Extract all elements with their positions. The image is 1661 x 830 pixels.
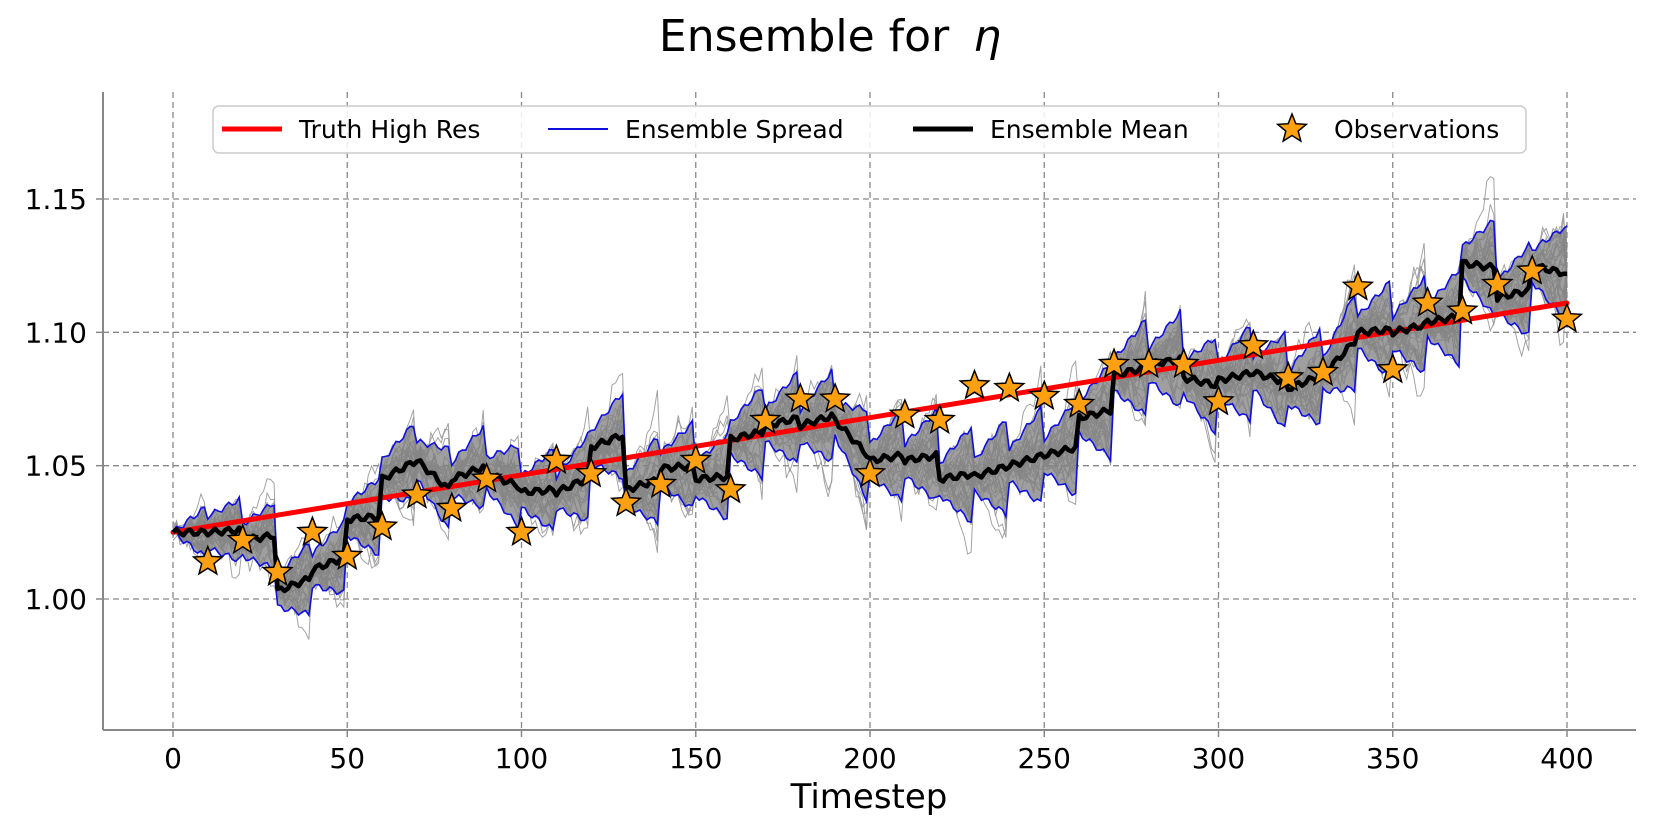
observation-marker-80	[435, 491, 469, 523]
observation-marker-60	[365, 509, 399, 541]
observation-marker-370	[1446, 293, 1479, 325]
x-tick-label-250: 250	[1018, 742, 1071, 775]
observation-marker-340	[1341, 269, 1375, 301]
x-tick-label-0: 0	[164, 742, 182, 775]
grid-lines	[103, 92, 1636, 730]
legend-obs-label: Observations	[1334, 115, 1499, 144]
legend: Truth High Res Ensemble Spread Ensemble …	[212, 105, 1527, 154]
x-tick-label-150: 150	[669, 742, 722, 775]
truth-line	[170, 300, 1570, 535]
observation-marker-200	[853, 456, 887, 488]
observation-marker-260	[1062, 387, 1096, 419]
observation-marker-50	[331, 539, 364, 571]
observation-marker-240	[993, 371, 1026, 403]
x-ticks: 0 50 100 150 200 250 300 350 400	[164, 730, 1594, 775]
observation-marker-380	[1481, 267, 1514, 299]
observation-marker-10	[191, 544, 225, 576]
observation-marker-170	[749, 403, 782, 435]
legend-spread-label: Ensemble Spread	[625, 115, 844, 144]
observation-marker-150	[679, 443, 712, 475]
observation-marker-310	[1237, 328, 1270, 360]
chart-title: Ensemble for η	[659, 11, 1001, 62]
x-tick-label-50: 50	[329, 742, 365, 775]
observations	[191, 253, 1584, 587]
x-tick-label-400: 400	[1540, 742, 1593, 775]
observation-marker-110	[540, 443, 573, 475]
observation-marker-190	[818, 381, 852, 413]
observation-marker-20	[226, 523, 259, 555]
observation-marker-70	[400, 477, 434, 509]
observation-marker-250	[1028, 379, 1061, 411]
observation-marker-270	[1097, 347, 1131, 379]
x-axis-label: Timestep	[790, 777, 948, 817]
observation-marker-40	[296, 515, 329, 547]
legend-frame	[212, 105, 1527, 154]
legend-mean-label: Ensemble Mean	[990, 115, 1189, 144]
ensemble-spread-upper	[172, 219, 1568, 575]
observation-marker-120	[574, 456, 608, 488]
observation-marker-130	[609, 485, 643, 517]
observation-marker-290	[1167, 347, 1200, 379]
y-tick-label-1.15: 1.15	[25, 183, 87, 216]
observation-marker-30	[261, 555, 294, 587]
y-tick-label-1.05: 1.05	[25, 450, 87, 483]
observation-marker-180	[784, 381, 817, 413]
observation-marker-320	[1271, 360, 1305, 392]
x-tick-label-200: 200	[843, 742, 896, 775]
observation-marker-100	[505, 515, 538, 547]
x-tick-label-350: 350	[1366, 742, 1419, 775]
observation-marker-160	[714, 472, 747, 504]
observation-marker-90	[470, 461, 503, 493]
observation-marker-330	[1306, 355, 1340, 387]
x-tick-label-300: 300	[1192, 742, 1245, 775]
observation-marker-210	[888, 397, 922, 429]
truth-high-res-line	[170, 300, 1570, 535]
legend-obs-marker	[1275, 111, 1309, 143]
observation-marker-220	[923, 403, 956, 435]
observation-marker-390	[1515, 253, 1549, 285]
y-ticks: 1.00 1.05 1.10 1.15	[25, 183, 103, 616]
y-tick-label-1.10: 1.10	[25, 316, 87, 349]
observation-marker-350	[1376, 352, 1409, 384]
observation-marker-400	[1550, 301, 1584, 333]
observation-marker-230	[958, 368, 991, 400]
observation-marker-280	[1132, 347, 1166, 379]
chart-title-symbol: η	[973, 11, 1001, 62]
observation-marker-300	[1202, 384, 1235, 416]
chart-title-text: Ensemble for	[659, 11, 950, 62]
legend-truth-label: Truth High Res	[298, 115, 480, 144]
x-tick-label-100: 100	[495, 742, 548, 775]
observation-marker-360	[1411, 285, 1444, 317]
y-tick-label-1.00: 1.00	[25, 583, 87, 616]
observation-marker-140	[644, 467, 678, 499]
